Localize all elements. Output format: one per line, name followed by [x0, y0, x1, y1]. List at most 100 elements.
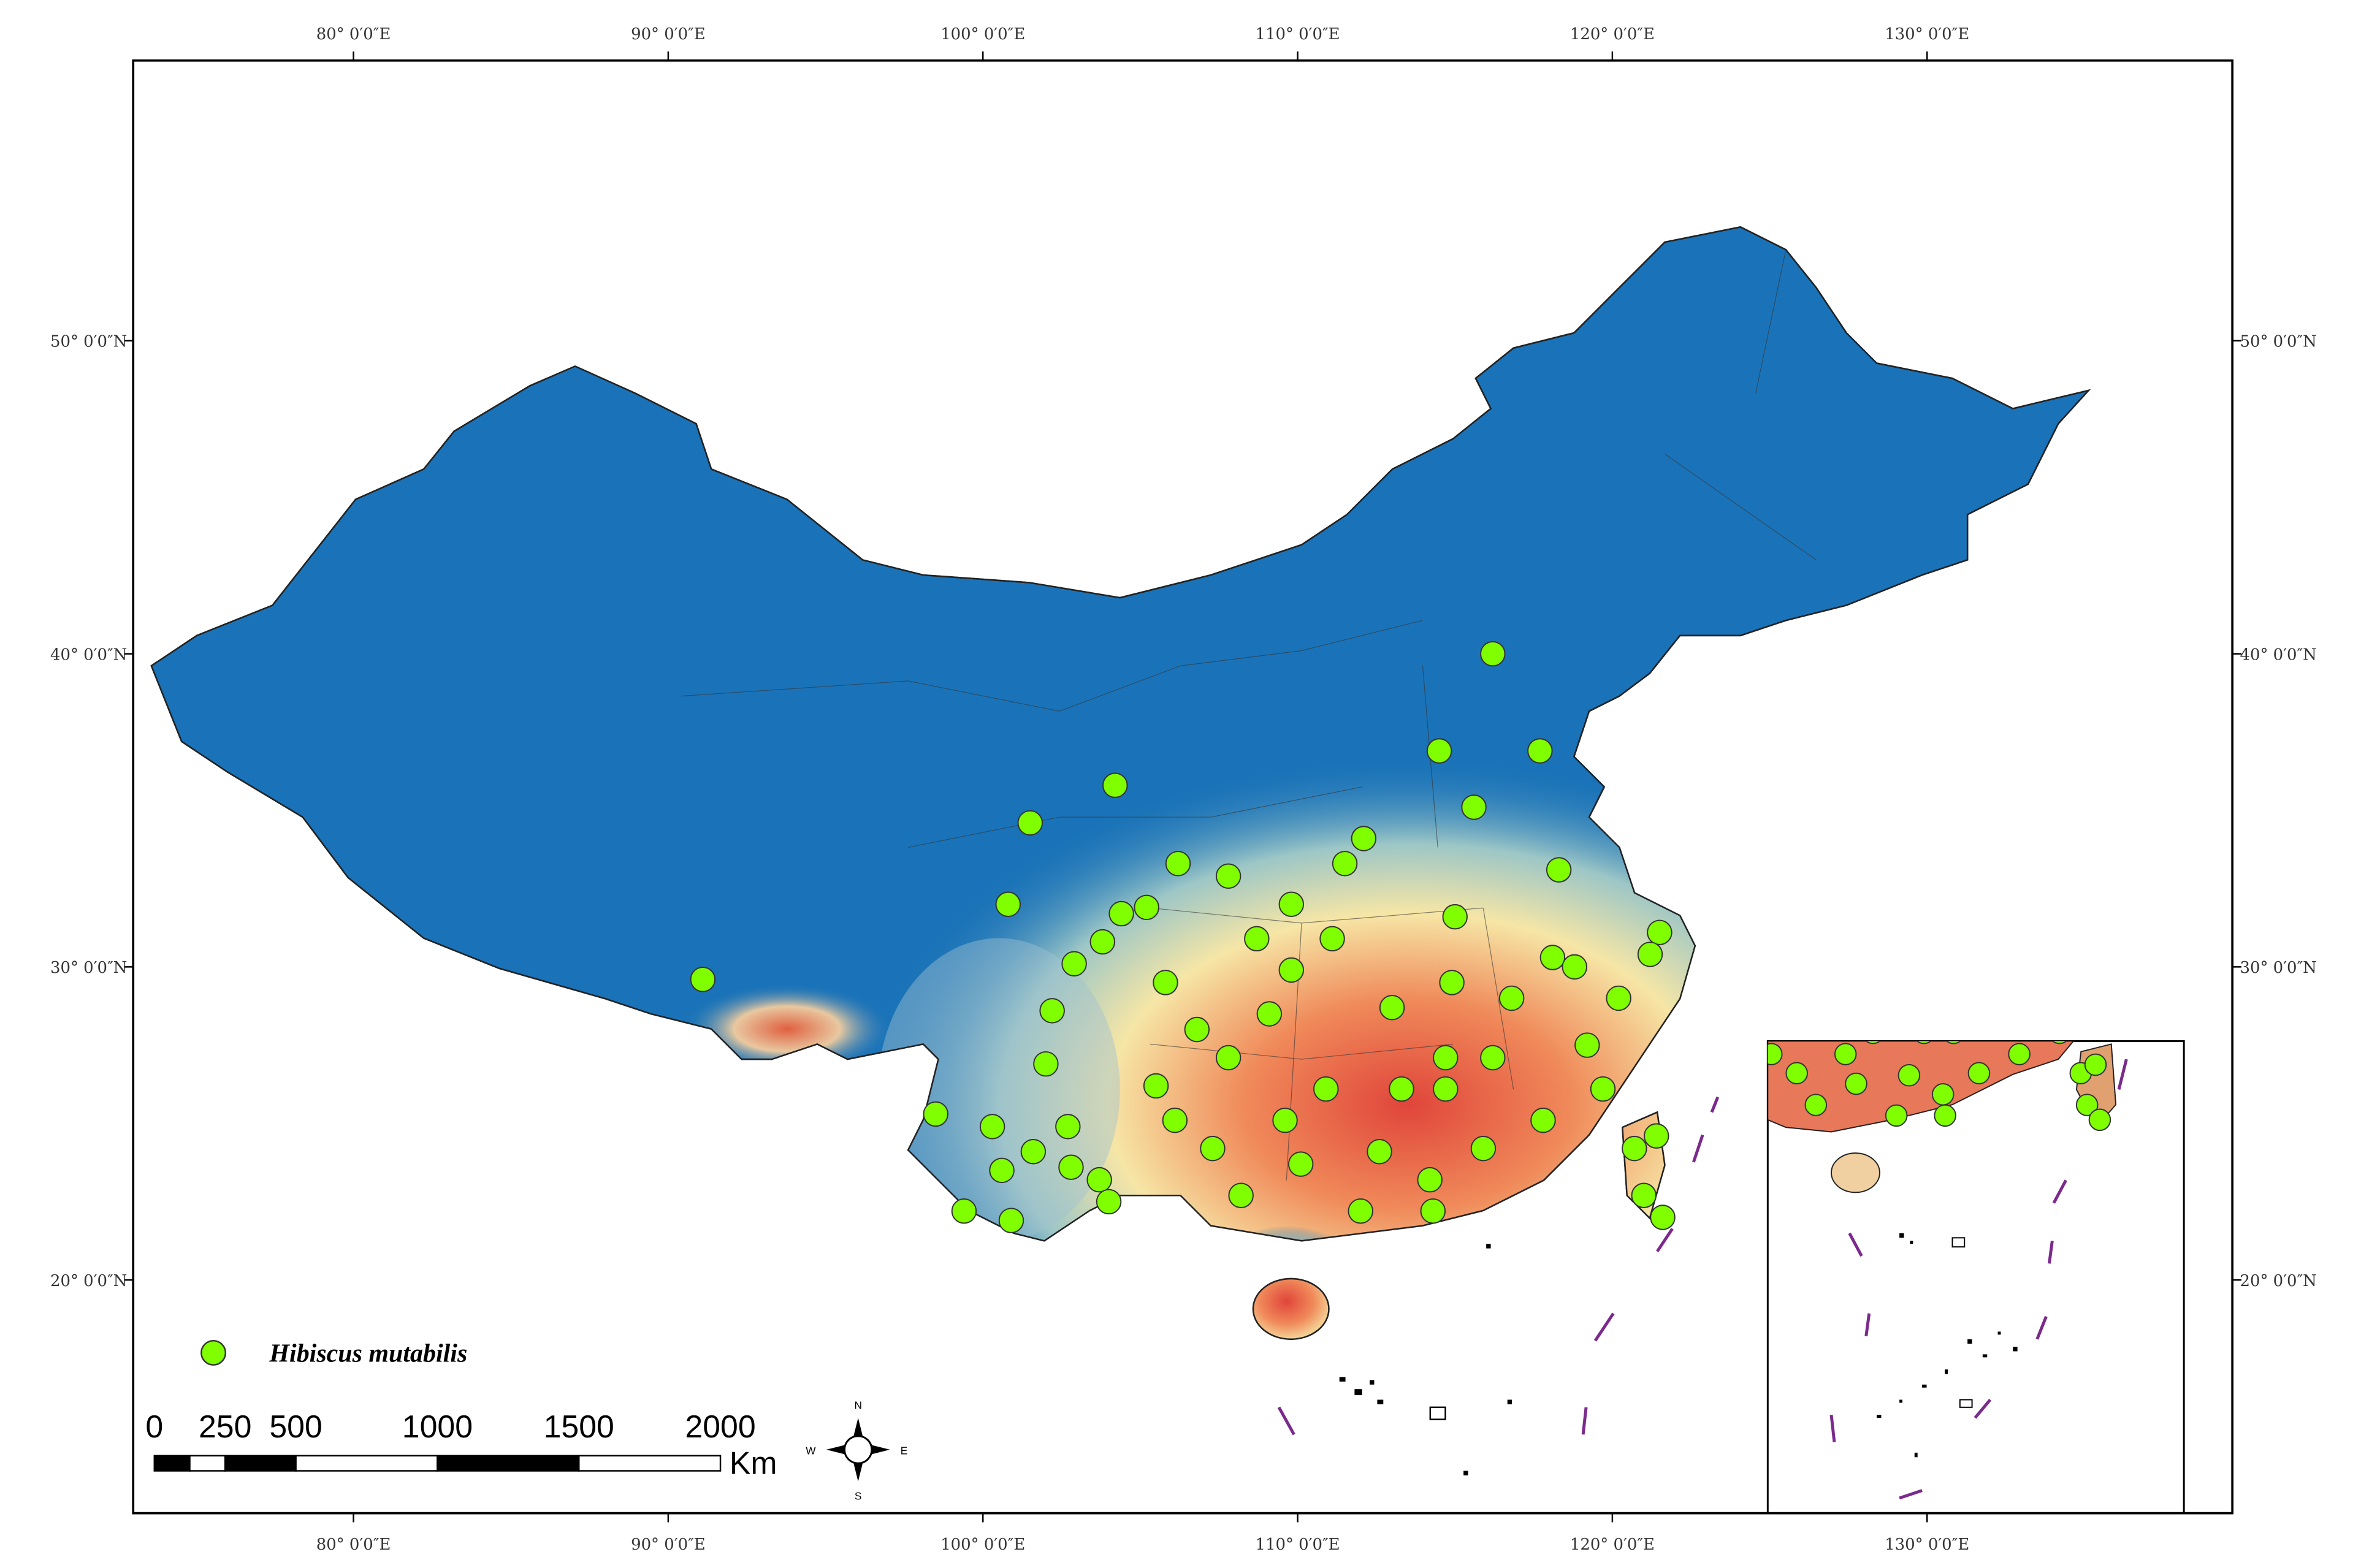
scale-label: 500: [269, 1409, 322, 1444]
occurrence-point: [1143, 1073, 1169, 1099]
inset-map: [1766, 1040, 2185, 1515]
occurrence-point: [1061, 951, 1087, 976]
inset-point: [1885, 1104, 1908, 1127]
lon-tick-label: 110° 0′0″E: [1256, 25, 1340, 44]
nine-dash-line: [1277, 1096, 1720, 1436]
lon-tick-label: 110° 0′0″E: [1256, 1536, 1340, 1554]
islands: [1339, 1244, 1512, 1475]
points-layer: [690, 641, 1676, 1233]
occurrence-point: [1348, 1198, 1373, 1224]
inset-point: [1898, 1064, 1921, 1087]
scale-label: 1000: [402, 1409, 473, 1444]
legend-marker: [200, 1339, 227, 1366]
inset-point: [1768, 1043, 1783, 1065]
occurrence-point: [1606, 985, 1631, 1011]
occurrence-point: [1089, 929, 1116, 955]
occurrence-point: [923, 1101, 948, 1127]
scale-segment: [189, 1455, 226, 1472]
occurrence-point: [1272, 1107, 1298, 1133]
occurrence-point: [1153, 970, 1178, 995]
occurrence-point: [1647, 919, 1673, 945]
legend-label: Hibiscus mutabilis: [269, 1340, 467, 1368]
occurrence-point: [1228, 1182, 1254, 1208]
occurrence-point: [989, 1157, 1015, 1184]
inset-point: [1934, 1104, 1956, 1127]
scale-segment: [153, 1455, 191, 1472]
inset-point: [2008, 1043, 2031, 1065]
occurrence-point: [1379, 995, 1405, 1021]
lon-tick-label: 90° 0′0″E: [631, 25, 706, 44]
occurrence-point: [1439, 970, 1465, 995]
occurrence-point: [1033, 1051, 1059, 1077]
occurrence-point: [1058, 1154, 1084, 1180]
occurrence-point: [1287, 1151, 1314, 1177]
occurrence-point: [1184, 1016, 1210, 1043]
occurrence-point: [1165, 851, 1191, 877]
inset-point: [1931, 1083, 1955, 1106]
occurrence-point: [1039, 998, 1065, 1024]
ticks-layer: 80° 0′0″E 80° 0′0″E 90° 0′0″E 90° 0′0″E 100°…: [50, 25, 2317, 1554]
occurrence-point: [1332, 851, 1358, 877]
lat-tick-label: 50° 0′0″N: [50, 333, 127, 351]
occurrence-point: [1417, 1166, 1443, 1193]
occurrence-point: [979, 1114, 1005, 1140]
occurrence-point: [1017, 810, 1043, 836]
occurrence-point: [1108, 900, 1134, 927]
inset-point: [1945, 1041, 1961, 1045]
occurrence-point: [1480, 641, 1506, 667]
occurrence-point: [1631, 1182, 1657, 1208]
inset-point: [1845, 1072, 1867, 1095]
occurrence-point: [1256, 1001, 1283, 1027]
occurrence-point: [1215, 1045, 1242, 1071]
scale-label: 250: [199, 1409, 251, 1444]
occurrence-point: [1102, 772, 1128, 798]
inset-points: [1768, 1041, 2111, 1132]
occurrence-point: [1086, 1166, 1112, 1193]
occurrence-point: [1470, 1135, 1497, 1162]
occurrence-point: [1637, 942, 1663, 967]
occurrence-point: [1420, 1198, 1446, 1224]
scale-label: 1500: [544, 1409, 614, 1444]
lon-tick-label: 90° 0′0″E: [631, 1536, 706, 1554]
lon-tick-label: 100° 0′0″E: [940, 25, 1025, 44]
scale-bar: Km 0 250 500 1000 1500 2000: [145, 1409, 777, 1480]
lat-tick-label: 20° 0′0″N: [2240, 1272, 2317, 1290]
lon-tick-label: 80° 0′0″E: [316, 1536, 391, 1554]
inset-point: [2088, 1108, 2111, 1132]
scale-segment: [224, 1455, 297, 1472]
lat-tick-label: 50° 0′0″N: [2240, 333, 2317, 351]
map-frame: [132, 59, 2234, 1515]
occurrence-point: [1426, 738, 1452, 764]
occurrence-point: [1527, 738, 1553, 764]
inset-point: [1804, 1094, 1828, 1116]
scale-segment: [295, 1455, 438, 1472]
compass-e: E: [901, 1444, 908, 1456]
occurrence-point: [690, 967, 716, 992]
lon-tick-label: 120° 0′0″E: [1570, 1536, 1655, 1554]
occurrence-point: [1200, 1135, 1226, 1162]
occurrence-point: [1389, 1076, 1414, 1102]
occurrence-point: [1644, 1123, 1669, 1149]
occurrence-point: [1367, 1138, 1392, 1165]
compass-w: W: [806, 1444, 816, 1456]
occurrence-point: [1313, 1076, 1339, 1102]
occurrence-point: [1622, 1135, 1647, 1162]
scale-unit: Km: [730, 1445, 777, 1480]
lon-tick-label: 130° 0′0″E: [1885, 1536, 1969, 1554]
occurrence-point: [995, 891, 1021, 917]
occurrence-point: [1134, 894, 1159, 921]
occurrence-point: [1480, 1045, 1506, 1071]
inset-point: [2084, 1053, 2107, 1076]
inset-point: [1834, 1043, 1857, 1065]
occurrence-point: [1461, 794, 1487, 820]
lat-tick-label: 40° 0′0″N: [50, 645, 127, 664]
scale-segment: [437, 1455, 580, 1472]
lon-tick-label: 120° 0′0″E: [1570, 25, 1655, 44]
scale-segment: [578, 1455, 722, 1472]
compass-n: N: [854, 1399, 861, 1411]
compass-s: S: [855, 1490, 862, 1502]
occurrence-point: [1278, 891, 1305, 917]
inset-point: [2075, 1094, 2099, 1116]
occurrence-point: [1215, 863, 1242, 889]
